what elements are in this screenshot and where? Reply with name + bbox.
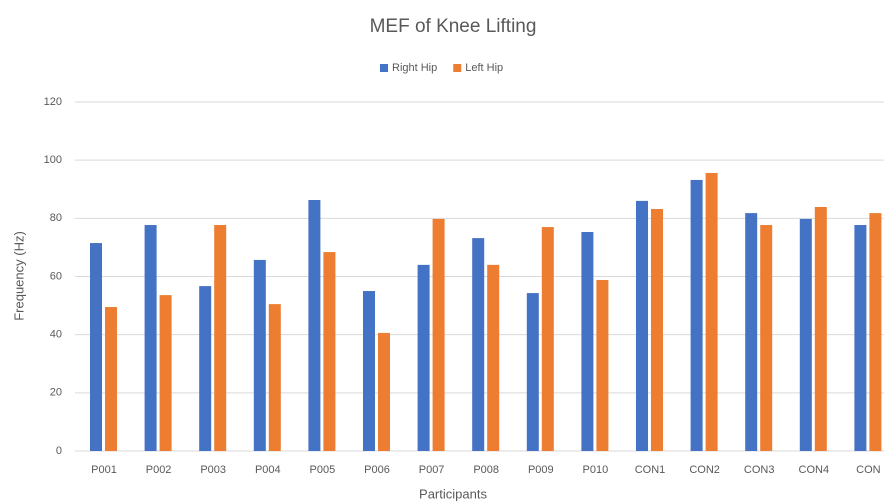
bar [308, 200, 321, 451]
bar [363, 291, 375, 451]
bar [526, 293, 539, 451]
bar [323, 252, 336, 451]
legend-swatch [453, 64, 462, 72]
bar [417, 264, 430, 451]
x-tick-label: CON1 [635, 464, 666, 476]
legend-swatch [380, 64, 388, 72]
x-tick-label: P001 [91, 464, 117, 476]
bar [90, 243, 102, 451]
bar [596, 279, 609, 451]
bar [199, 286, 212, 451]
bar [144, 225, 157, 451]
x-tick-label: CON4 [799, 464, 830, 476]
chart-title: MEF of Knee Lifting [370, 16, 537, 37]
y-tick-label: 20 [50, 387, 62, 399]
bar [745, 213, 758, 451]
bar [268, 304, 281, 451]
bar [760, 225, 773, 451]
legend-label: Left Hip [465, 62, 503, 74]
x-tick-label: P003 [200, 464, 226, 476]
bar [705, 172, 718, 452]
bar [214, 225, 227, 451]
bar [636, 200, 648, 451]
y-axis-title: Frequency (Hz) [11, 231, 26, 321]
x-tick-label: P008 [473, 464, 499, 476]
y-tick-label: 60 [50, 270, 62, 282]
x-tick-label: P009 [528, 464, 554, 476]
x-tick-label: P007 [419, 464, 445, 476]
bar [869, 213, 882, 451]
x-tick-label: P010 [583, 464, 609, 476]
bar [651, 209, 663, 451]
bar [854, 225, 867, 451]
legend-label: Right Hip [392, 62, 437, 74]
bar [159, 295, 172, 451]
x-tick-label: P002 [146, 464, 172, 476]
bar [581, 232, 594, 451]
x-tick-label: CON3 [744, 464, 775, 476]
bar [814, 206, 827, 451]
bar [378, 332, 390, 451]
y-tick-label: 100 [44, 154, 62, 166]
bar [487, 264, 500, 451]
y-tick-label: 80 [50, 212, 62, 224]
bar [432, 218, 445, 451]
y-tick-label: 120 [44, 96, 62, 108]
bar [472, 238, 485, 451]
bar [690, 179, 703, 451]
x-tick-label: P004 [255, 464, 281, 476]
bar [799, 218, 812, 451]
x-tick-label: CON [856, 464, 881, 476]
x-tick-label: P005 [310, 464, 336, 476]
y-tick-label: 0 [56, 445, 62, 457]
x-tick-label: P006 [364, 464, 390, 476]
bar [105, 307, 117, 451]
x-axis-title: Participants [419, 486, 487, 501]
bar [541, 227, 554, 451]
bar [253, 259, 266, 451]
x-tick-label: CON2 [689, 464, 720, 476]
y-tick-label: 40 [50, 329, 62, 341]
